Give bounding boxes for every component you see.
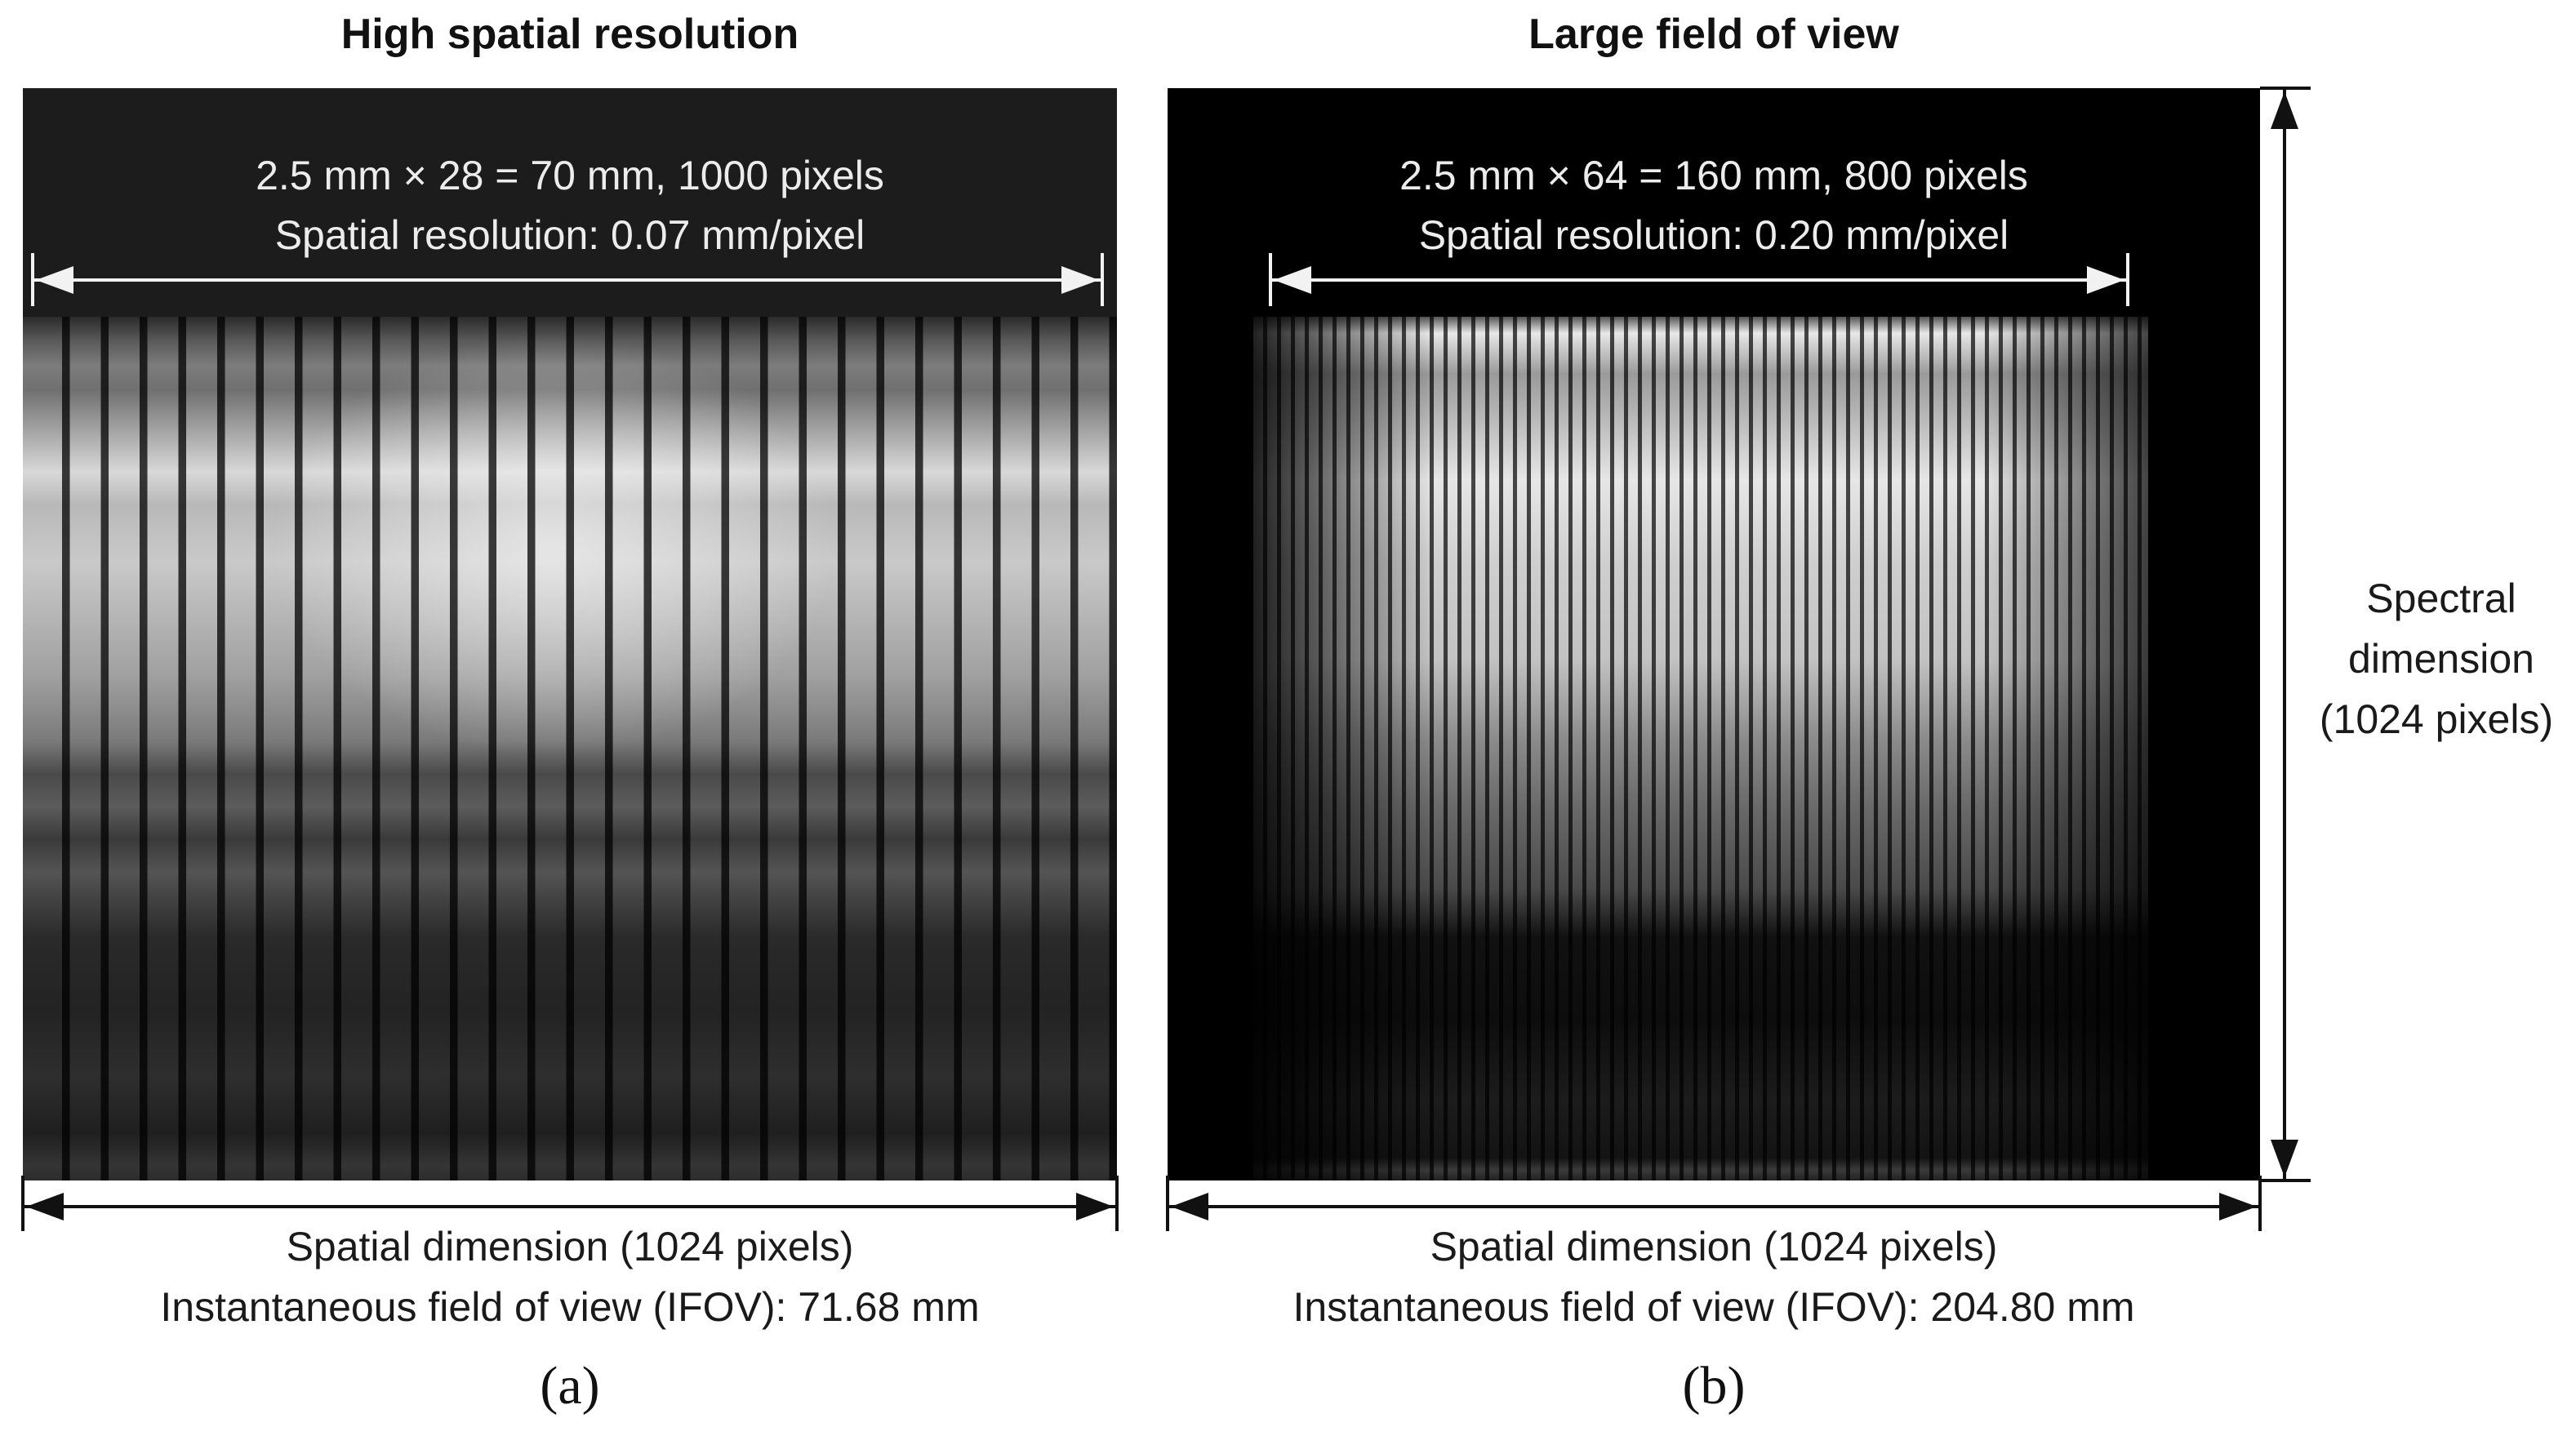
spectral-dimension-arrow bbox=[2260, 87, 2311, 1182]
panel-b-image-label-1: 2.5 mm × 64 = 160 mm, 800 pixels bbox=[1399, 153, 2028, 198]
panel-b-spectral-image: 2.5 mm × 64 = 160 mm, 800 pixels Spatial… bbox=[1168, 88, 2260, 1180]
panel-a-spectral-image: 2.5 mm × 28 = 70 mm, 1000 pixels Spatial… bbox=[23, 88, 1117, 1180]
panel-b-width-arrow bbox=[1269, 253, 2129, 306]
panel-a-heading: High spatial resolution bbox=[340, 11, 799, 58]
panel-a-caption-2: Instantaneous field of view (IFOV): 71.6… bbox=[160, 1284, 980, 1330]
panel-a-caption-1: Spatial dimension (1024 pixels) bbox=[286, 1224, 854, 1269]
spectral-dimension-label-1: Spectral bbox=[2366, 576, 2516, 621]
panel-b-heading: Large field of view bbox=[1528, 11, 1899, 58]
panel-b-caption-2: Instantaneous field of view (IFOV): 204.… bbox=[1292, 1284, 2135, 1330]
panel-a-width-arrow bbox=[31, 253, 1104, 306]
panel-b-caption-1: Spatial dimension (1024 pixels) bbox=[1430, 1224, 1998, 1269]
panel-a-spatial-dimension-arrow bbox=[21, 1176, 1119, 1231]
panel-a-image-label-1: 2.5 mm × 28 = 70 mm, 1000 pixels bbox=[256, 153, 884, 198]
panel-b-letter: (b) bbox=[1682, 1356, 1746, 1416]
panel-b-spatial-dimension-arrow bbox=[1166, 1176, 2262, 1231]
panel-a-letter: (a) bbox=[540, 1356, 600, 1416]
panel-b-image-label-2: Spatial resolution: 0.20 mm/pixel bbox=[1418, 212, 2009, 258]
panel-a-image-label-2: Spatial resolution: 0.07 mm/pixel bbox=[274, 212, 865, 258]
spectral-dimension-label-2: dimension bbox=[2348, 636, 2534, 682]
spectral-dimension-label-3: (1024 pixels) bbox=[2319, 696, 2554, 742]
